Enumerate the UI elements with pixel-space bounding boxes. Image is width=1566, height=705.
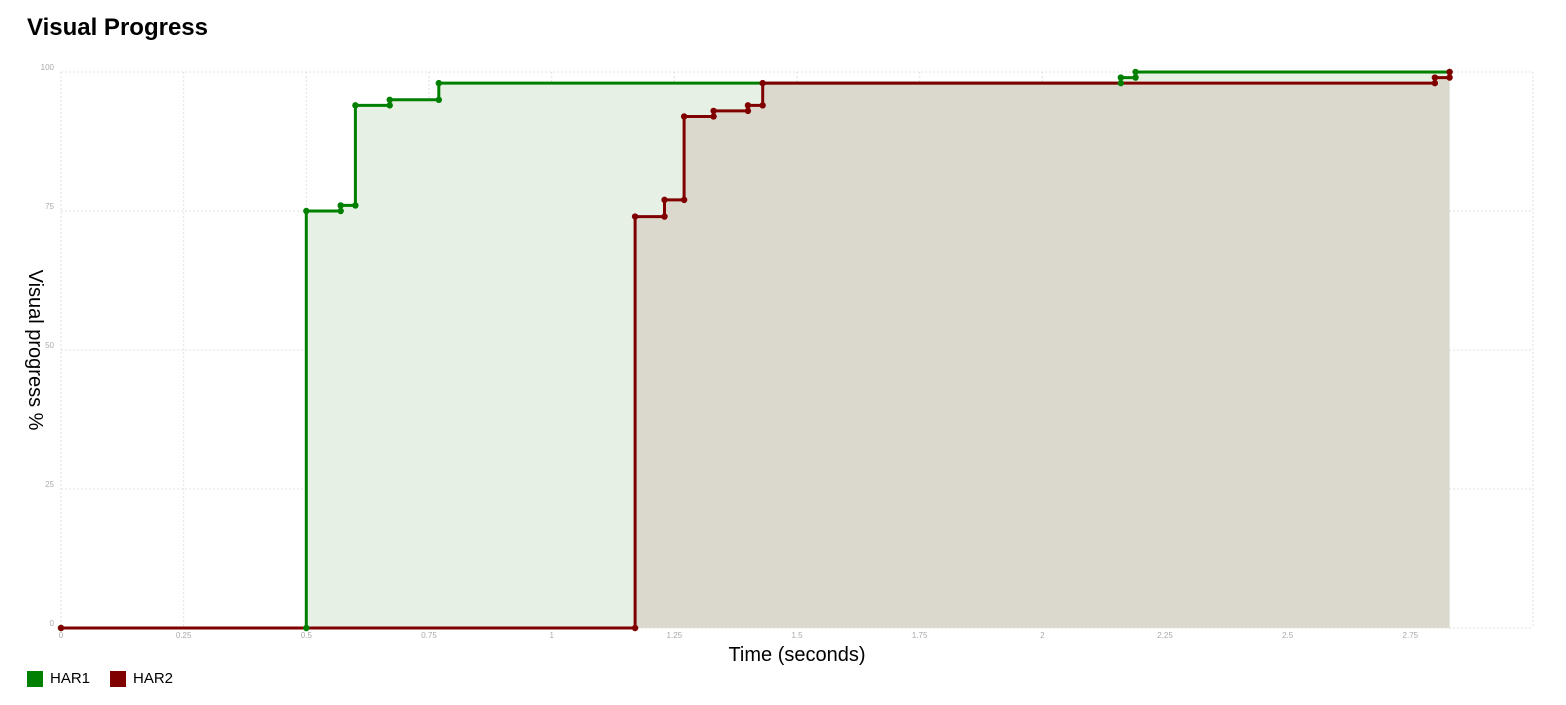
data-point-har1[interactable] — [435, 96, 443, 104]
data-point-har2[interactable] — [744, 107, 752, 115]
series-points — [57, 68, 1453, 632]
legend-label-har2: HAR2 — [133, 670, 174, 687]
x-axis-label: Time (seconds) — [728, 644, 865, 666]
data-point-har1[interactable] — [386, 102, 393, 109]
y-tick-label: 50 — [45, 341, 54, 350]
x-tick-label: 1 — [549, 631, 554, 640]
y-tick-label: 75 — [45, 202, 54, 211]
data-point-har1[interactable] — [303, 207, 310, 215]
data-point-har1[interactable] — [352, 102, 359, 109]
data-point-har2[interactable] — [1431, 79, 1439, 87]
x-tick-label: 0.5 — [301, 631, 313, 640]
data-point-har2[interactable] — [631, 213, 639, 220]
x-tick-label: 1.75 — [912, 631, 928, 640]
data-point-har1[interactable] — [386, 96, 393, 104]
data-point-har2[interactable] — [710, 107, 717, 115]
data-point-har2[interactable] — [680, 196, 688, 204]
x-tick-label: 2 — [1040, 631, 1045, 640]
data-point-har1[interactable] — [337, 202, 344, 209]
legend-item-har2[interactable]: HAR2 — [110, 670, 173, 687]
x-tick-label: 2.5 — [1282, 631, 1294, 640]
legend-label-har1: HAR1 — [50, 670, 91, 687]
legend: HAR1 HAR2 — [27, 670, 193, 687]
data-point-har2[interactable] — [759, 79, 766, 87]
data-point-har2[interactable] — [744, 102, 752, 109]
data-point-har1[interactable] — [303, 624, 310, 632]
x-tick-label: 0 — [59, 631, 64, 640]
x-tick-label: 1.5 — [791, 631, 803, 640]
data-point-har1[interactable] — [435, 79, 443, 87]
data-point-har1[interactable] — [1117, 79, 1125, 87]
legend-swatch-har1 — [27, 670, 43, 687]
data-point-har1[interactable] — [352, 202, 359, 209]
data-point-har2[interactable] — [661, 213, 668, 220]
y-tick-label: 100 — [41, 63, 55, 72]
y-axis-label: Visual progress % — [24, 270, 46, 431]
x-tick-label: 2.75 — [1403, 631, 1419, 640]
data-point-har2[interactable] — [710, 113, 717, 120]
data-point-har1[interactable] — [337, 207, 344, 215]
data-point-har1[interactable] — [1132, 68, 1139, 76]
chart-title: Visual Progress — [27, 14, 208, 41]
data-point-har1[interactable] — [1132, 74, 1139, 81]
y-tick-label: 25 — [45, 480, 54, 489]
data-point-har2[interactable] — [1431, 74, 1439, 81]
x-tick-label: 2.25 — [1157, 631, 1173, 640]
data-point-har1[interactable] — [1117, 74, 1125, 81]
series-area-har2 — [61, 72, 1450, 628]
x-tick-label: 0.25 — [176, 631, 192, 640]
y-tick-label: 0 — [50, 619, 55, 628]
axis-ticks: 0 0.25 0.5 0.75 1 1.25 1.5 1.75 2 2.25 2.5 2.75 0 25 5… — [41, 63, 1419, 640]
data-point-har2[interactable] — [1446, 74, 1453, 81]
data-point-har2[interactable] — [680, 113, 688, 120]
data-point-har2[interactable] — [1446, 68, 1453, 76]
data-point-har2[interactable] — [57, 624, 65, 632]
data-point-har2[interactable] — [759, 102, 766, 109]
data-point-har2[interactable] — [661, 196, 668, 204]
data-point-har2[interactable] — [631, 624, 639, 632]
legend-item-har1[interactable]: HAR1 — [27, 670, 90, 687]
legend-swatch-har2 — [110, 670, 127, 687]
x-tick-label: 0.75 — [421, 631, 437, 640]
x-tick-label: 1.25 — [667, 631, 683, 640]
series-areas — [61, 72, 1450, 628]
